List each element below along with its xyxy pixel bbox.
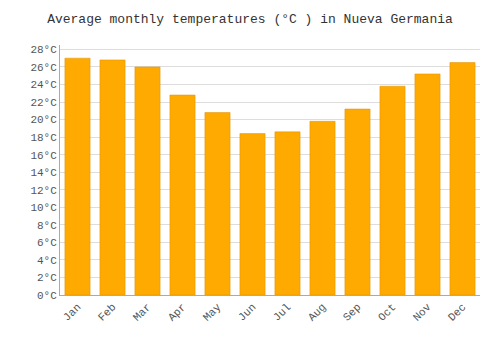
svg-text:14°C: 14°C: [30, 167, 57, 179]
svg-text:0°C: 0°C: [37, 290, 57, 302]
svg-text:2°C: 2°C: [37, 272, 57, 284]
svg-text:Sep: Sep: [341, 301, 363, 323]
svg-text:Mar: Mar: [131, 301, 153, 323]
svg-text:4°C: 4°C: [37, 255, 57, 267]
svg-text:24°C: 24°C: [30, 79, 57, 91]
svg-text:Aug: Aug: [306, 301, 328, 323]
svg-text:8°C: 8°C: [37, 220, 57, 232]
svg-text:Jul: Jul: [271, 301, 293, 323]
svg-text:May: May: [201, 301, 224, 324]
svg-text:Average monthly temperatures (: Average monthly temperatures (°C ) in Nu…: [47, 12, 453, 27]
svg-text:Feb: Feb: [96, 301, 118, 323]
svg-text:12°C: 12°C: [30, 185, 57, 197]
svg-text:Jun: Jun: [236, 301, 258, 323]
svg-text:22°C: 22°C: [30, 97, 57, 109]
svg-text:10°C: 10°C: [30, 202, 57, 214]
svg-text:Apr: Apr: [166, 301, 188, 323]
svg-text:16°C: 16°C: [30, 150, 57, 162]
svg-text:18°C: 18°C: [30, 132, 57, 144]
svg-text:Dec: Dec: [446, 301, 468, 323]
svg-text:Oct: Oct: [376, 301, 398, 323]
svg-text:6°C: 6°C: [37, 237, 57, 249]
svg-text:Jan: Jan: [61, 301, 83, 323]
svg-text:20°C: 20°C: [30, 114, 57, 126]
svg-text:28°C: 28°C: [30, 44, 57, 56]
svg-text:26°C: 26°C: [30, 62, 57, 74]
svg-text:Nov: Nov: [411, 301, 434, 324]
